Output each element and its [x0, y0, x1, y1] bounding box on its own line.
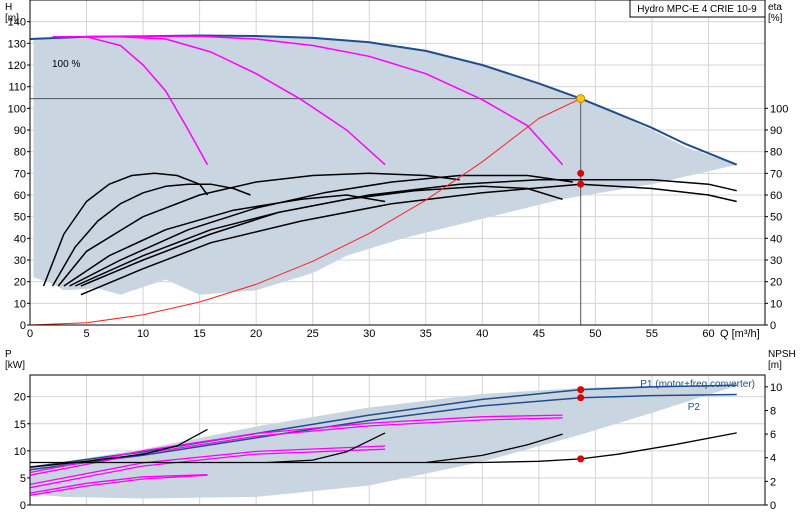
bottom-series-npsh-11 — [425, 433, 563, 464]
efficiency-duty-marker-0 — [577, 169, 585, 177]
npsh-y-tick-label: 8 — [770, 405, 776, 417]
top-series-efficiency-4 — [42, 172, 209, 287]
top-series-efficiency-5 — [51, 183, 251, 287]
bottom-series-p2-1 — [29, 393, 737, 471]
eta-y-tick-label: 30 — [770, 255, 782, 267]
eta-axis-label: eta — [768, 2, 782, 13]
power-operating-range — [30, 385, 737, 499]
head-y-tick-label: 60 — [14, 190, 26, 202]
npsh-duty-marker — [577, 455, 585, 463]
npsh-axis-label: NPSH — [768, 349, 796, 360]
chart-title: Hydro MPC-E 4 CRIE 10-9 — [637, 4, 757, 15]
power-duty-marker-0 — [577, 386, 585, 394]
head-y-tick-label: 120 — [8, 60, 26, 72]
flow-x-tick-label: 40 — [476, 328, 488, 340]
flow-x-tick-label: 20 — [250, 328, 262, 340]
top-series-efficiency-6 — [57, 172, 460, 287]
top-series-efficiency-11 — [80, 183, 737, 296]
head-y-tick-label: 30 — [14, 255, 26, 267]
power-y-tick-label: 10 — [14, 446, 26, 458]
flow-x-tick-label: 25 — [307, 328, 319, 340]
head-y-tick-label: 80 — [14, 147, 26, 159]
eta-y-tick-label: 60 — [770, 190, 782, 202]
flow-x-tick-label: 10 — [137, 328, 149, 340]
power-axis-unit: [kW] — [5, 360, 25, 371]
flow-x-tick-label: 5 — [83, 328, 89, 340]
flow-x-tick-label: 55 — [646, 328, 658, 340]
eta-y-tick-label: 10 — [770, 298, 782, 310]
head-y-tick-label: 100 — [8, 103, 26, 115]
flow-axis-label: Q [m³/h] — [720, 328, 760, 340]
top-series-head_reduced-3 — [75, 35, 564, 166]
head-y-tick-label: 20 — [14, 277, 26, 289]
flow-x-tick-label: 0 — [27, 328, 33, 340]
power-y-tick-label: 5 — [20, 473, 26, 485]
top-series-efficiency-7 — [63, 194, 386, 287]
flow-x-tick-label: 35 — [420, 328, 432, 340]
bottom-series-p_reduced-5 — [29, 445, 386, 486]
npsh-y-tick-label: 2 — [770, 476, 776, 488]
head-y-tick-label: 130 — [8, 38, 26, 50]
title-box — [629, 0, 766, 18]
p2-series-label: P2 — [688, 402, 701, 413]
bottom-series-npsh-10 — [267, 432, 386, 464]
flow-x-tick-label: 30 — [363, 328, 375, 340]
efficiency-duty-marker-1 — [577, 180, 585, 188]
eta-y-tick-label: 20 — [770, 277, 782, 289]
flow-x-tick-label: 15 — [193, 328, 205, 340]
power-y-tick-label: 0 — [20, 500, 26, 512]
eta-y-tick-label: 40 — [770, 233, 782, 245]
p1-series-label: P1 (motor+freq.converter) — [640, 379, 755, 390]
head-y-tick-label: 70 — [14, 168, 26, 180]
head-axis-unit: [m] — [5, 13, 19, 24]
eta-y-tick-label: 100 — [770, 103, 788, 115]
npsh-axis-unit: [m] — [768, 360, 782, 371]
head-y-tick-label: 110 — [8, 82, 26, 94]
top-series-system_curve-12 — [29, 98, 581, 326]
npsh-y-tick-label: 4 — [770, 453, 776, 465]
eta-y-tick-label: 80 — [770, 147, 782, 159]
eta-y-tick-label: 0 — [770, 320, 776, 332]
bottom-series-p1-0 — [29, 384, 737, 468]
bottom-series-p_reduced-4 — [29, 448, 386, 489]
npsh-y-tick-label: 0 — [770, 500, 776, 512]
power-duty-marker-1 — [577, 394, 585, 402]
npsh-y-tick-label: 10 — [770, 382, 782, 394]
eta-y-tick-label: 70 — [770, 168, 782, 180]
npsh-y-tick-label: 6 — [770, 429, 776, 441]
flow-x-tick-label: 45 — [533, 328, 545, 340]
head-plot-frame — [29, 0, 766, 326]
bottom-series-npsh-8 — [30, 432, 737, 464]
bottom-series-npsh-9 — [29, 428, 208, 468]
head-axis-label: H — [5, 2, 12, 13]
head-y-tick-label: 90 — [14, 125, 26, 137]
power-axis-label: P — [5, 349, 12, 360]
bottom-series-p_reduced-2 — [29, 474, 208, 496]
flow-x-tick-label: 60 — [702, 328, 714, 340]
top-series-efficiency-10 — [80, 179, 737, 287]
eta-y-tick-label: 50 — [770, 212, 782, 224]
head-y-tick-label: 50 — [14, 212, 26, 224]
power-y-tick-label: 15 — [14, 419, 26, 431]
bottom-series-p_reduced-3 — [29, 474, 208, 494]
power-y-tick-label: 20 — [14, 392, 26, 404]
head-y-tick-label: 40 — [14, 233, 26, 245]
bottom-series-p_reduced-7 — [29, 414, 563, 474]
speed-100-percent-label: 100 % — [52, 59, 80, 70]
eta-y-tick-label: 90 — [770, 125, 782, 137]
top-series-efficiency-8 — [69, 174, 573, 287]
eta-axis-unit: [%] — [768, 13, 783, 24]
flow-x-tick-label: 50 — [589, 328, 601, 340]
duty-point-marker — [576, 94, 586, 104]
head-y-tick-label: 140 — [8, 17, 26, 29]
head-y-tick-label: 0 — [20, 320, 26, 332]
head-y-tick-label: 10 — [14, 298, 26, 310]
top-series-head_reduced-2 — [63, 36, 386, 166]
power-plot-frame — [29, 374, 766, 506]
